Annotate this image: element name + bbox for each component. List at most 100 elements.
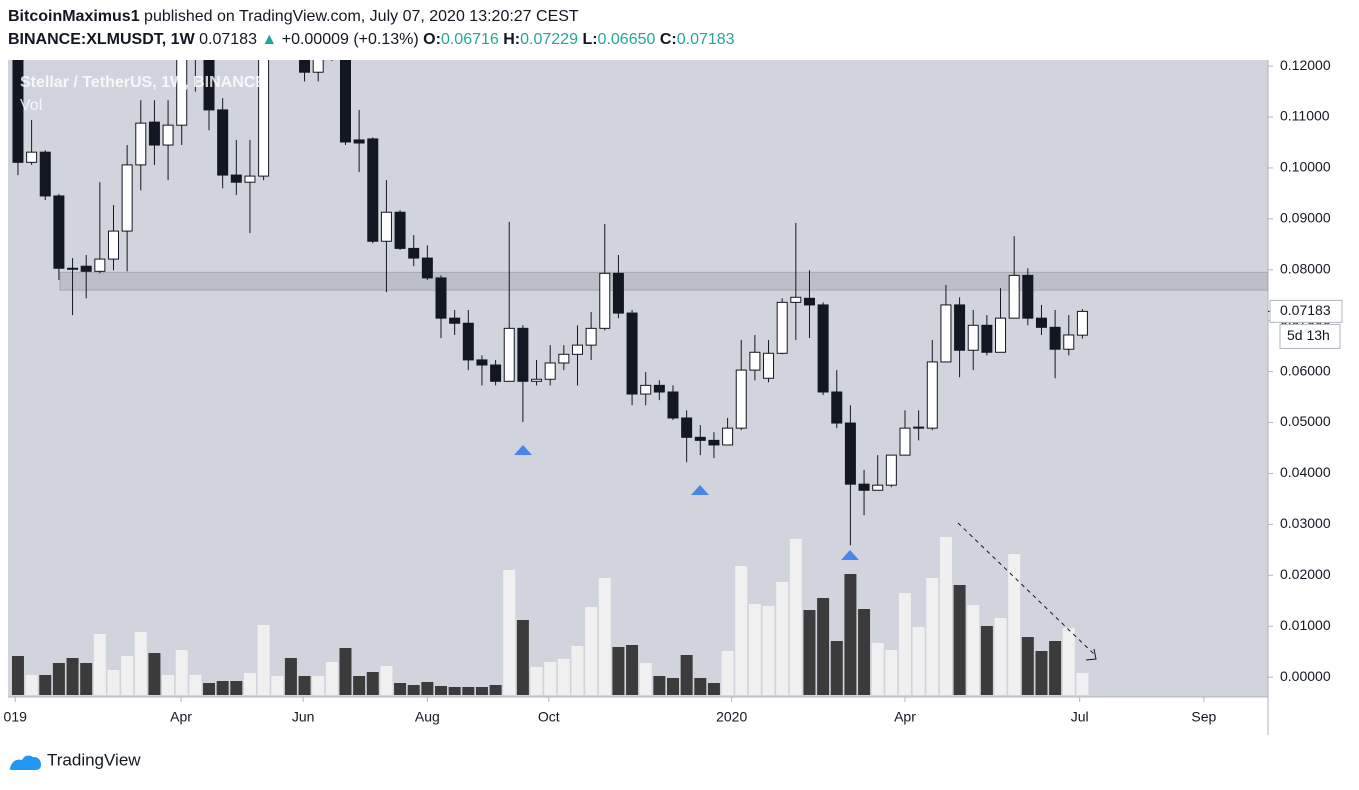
volume-bar [667,678,680,695]
l: 0.06650 [598,31,656,48]
last-price-label: 0.07183 [1280,302,1331,318]
y-tick-label: 0.04000 [1280,464,1331,480]
candle-body-down [435,277,447,319]
volume-bar [762,606,775,695]
candle-body-down [1049,326,1061,350]
candle-body-up [599,272,611,329]
candle-body-up [531,378,543,382]
candle-body-down [203,60,215,111]
y-tick-label: 0.10000 [1280,159,1331,175]
x-tick-label: Aug [415,709,440,725]
volume-bar [448,687,461,695]
candle-body-up [571,344,583,355]
volume-bar [544,662,557,695]
candle-body-down [1035,317,1047,328]
candle-body-up [244,175,256,183]
candle-body-up [872,484,884,491]
volume-bar [380,666,393,695]
candle-body-down [858,483,870,491]
candle-body-down [831,391,843,424]
legend-title: Stellar / TetherUS, 1W, BINANCE [20,74,266,91]
candle-body-down [148,121,160,146]
candle-body-down [1022,274,1034,319]
candle-body-up [995,317,1007,353]
volume-bar [639,663,652,695]
volume-bar [284,658,297,695]
y-tick-label: 0.00000 [1280,668,1331,684]
candle-body-up [26,151,38,163]
candle-body-down [421,257,433,279]
volume-bar [653,676,666,695]
candle-body-up [940,304,952,363]
candle-body-up [735,369,747,429]
volume-bar [817,598,830,695]
candle-body-down [667,391,679,419]
y-tick-label: 0.12000 [1280,57,1331,73]
candle-body-down [844,422,856,485]
volume-bar [257,625,270,695]
header-line-1: BitcoinMaximus1 published on TradingView… [8,8,579,25]
volume-bar [203,683,216,695]
candle-body-up [913,426,925,429]
candle-body-up [1063,334,1075,350]
volume-bar [407,685,420,695]
candle-body-up [1008,274,1020,319]
candle-body-down [612,272,624,314]
candle-body-up [763,352,775,379]
volume-bar [503,570,516,695]
candle-body-down [394,211,406,249]
arrow: ▲ [261,31,277,48]
candle-body-down [681,417,693,438]
volume-bar [694,678,707,695]
candle-body-up [121,164,133,232]
volume-bar [462,687,475,695]
volume-bar [25,675,38,695]
candle-body-down [217,109,229,176]
candle-body-up [258,60,270,177]
volume-bar [871,643,884,695]
volume-bar [80,663,93,695]
last: 0.07183 [199,31,257,48]
volume-bar [353,676,366,695]
candle-body-down [462,322,474,361]
volume-bar [516,620,529,695]
volume-bar [1008,554,1021,695]
volume-bar [858,609,871,695]
author: BitcoinMaximus1 [8,8,140,25]
candle-body-down [626,312,638,395]
candle-body-down [12,60,24,163]
volume-bar [789,539,802,695]
arrow-head [1085,648,1097,661]
volume-bar [1035,651,1048,695]
volume-bar [571,646,584,695]
candle-body-up [790,296,802,303]
volume-bar [748,604,761,695]
volume-bar [271,676,284,695]
volume-bar [1076,673,1089,695]
footer-logo: TradingView [9,750,141,770]
y-tick-label: 0.03000 [1280,515,1331,531]
volume-bar [803,610,816,695]
candle-body-down [230,174,242,183]
logo-cloud [9,755,42,770]
x-tick-label: Apr [170,709,192,725]
volume-bar [189,675,202,695]
symbol: BINANCE:XLMUSDT, 1W [8,31,196,48]
x-tick-label: 2020 [716,709,747,725]
annotations [514,445,1097,661]
volume-bar [489,685,502,695]
volume-bar [953,585,966,695]
candle-body-down [694,436,706,441]
volume-bar [735,566,748,695]
candle-body-down [708,439,720,446]
candle-body-down [39,151,51,197]
volume-bar [1021,637,1034,695]
volume-bar [52,663,65,695]
candle-body-up [926,361,938,429]
candle-body-down [954,304,966,351]
volume-bar [926,578,939,695]
candle-body-up [749,351,761,371]
volume-bar [312,676,325,695]
header-line-2: BINANCE:XLMUSDT, 1W 0.07183 ▲ +0.00009 (… [8,31,735,48]
candle-body-up [640,384,652,395]
